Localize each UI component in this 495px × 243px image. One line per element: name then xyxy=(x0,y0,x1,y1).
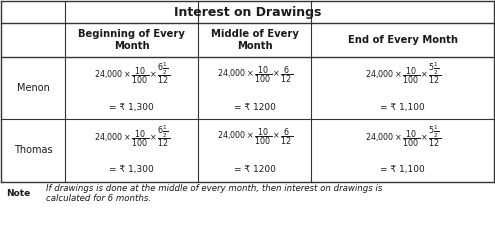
Text: = ₹ 1,300: = ₹ 1,300 xyxy=(109,103,154,112)
Text: $24{,}000\times\dfrac{10}{100}\times\dfrac{6\frac{1}{2}}{12}$: $24{,}000\times\dfrac{10}{100}\times\dfr… xyxy=(94,61,170,86)
Text: = ₹ 1,100: = ₹ 1,100 xyxy=(380,103,425,112)
Text: Beginning of Every
Month: Beginning of Every Month xyxy=(78,29,185,51)
Text: If drawings is done at the middle of every month, then interest on drawings is
c: If drawings is done at the middle of eve… xyxy=(46,184,382,203)
Text: = ₹ 1200: = ₹ 1200 xyxy=(234,103,276,112)
Text: Interest on Drawings: Interest on Drawings xyxy=(174,6,321,19)
Text: $24{,}000\times\dfrac{10}{100}\times\dfrac{5\frac{1}{2}}{12}$: $24{,}000\times\dfrac{10}{100}\times\dfr… xyxy=(364,61,441,86)
Text: Middle of Every
Month: Middle of Every Month xyxy=(211,29,299,51)
Text: $24{,}000\times\dfrac{10}{100}\times\dfrac{5\frac{1}{2}}{12}$: $24{,}000\times\dfrac{10}{100}\times\dfr… xyxy=(364,123,441,149)
Text: Note: Note xyxy=(6,189,31,198)
Text: $24{,}000\times\dfrac{10}{100}\times\dfrac{6}{12}$: $24{,}000\times\dfrac{10}{100}\times\dfr… xyxy=(217,64,293,85)
Text: $24{,}000\times\dfrac{10}{100}\times\dfrac{6\frac{1}{2}}{12}$: $24{,}000\times\dfrac{10}{100}\times\dfr… xyxy=(94,123,170,149)
Text: Thomas: Thomas xyxy=(14,145,52,155)
Text: End of Every Month: End of Every Month xyxy=(347,35,457,45)
Text: = ₹ 1,100: = ₹ 1,100 xyxy=(380,165,425,174)
Text: = ₹ 1200: = ₹ 1200 xyxy=(234,165,276,174)
Text: $24{,}000\times\dfrac{10}{100}\times\dfrac{6}{12}$: $24{,}000\times\dfrac{10}{100}\times\dfr… xyxy=(217,127,293,147)
Text: = ₹ 1,300: = ₹ 1,300 xyxy=(109,165,154,174)
Text: Menon: Menon xyxy=(17,83,50,93)
